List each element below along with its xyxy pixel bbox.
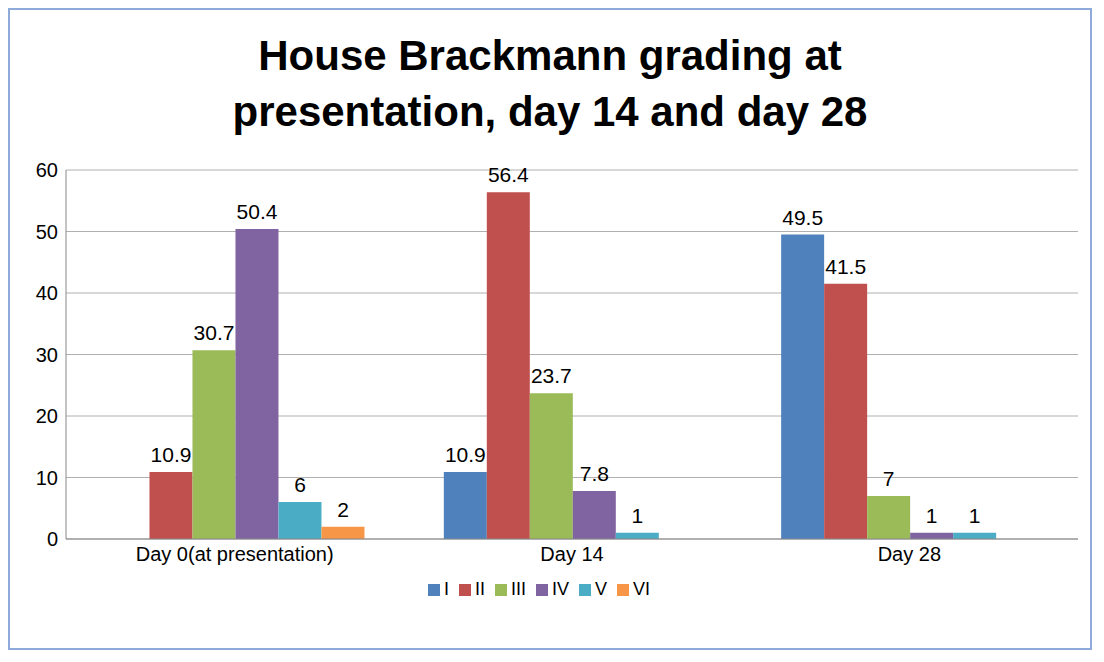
svg-text:49.5: 49.5 [782, 206, 823, 229]
svg-text:Day 14: Day 14 [540, 543, 603, 565]
svg-text:2: 2 [337, 498, 349, 521]
svg-text:Day 28: Day 28 [878, 543, 941, 565]
html-text:II: II [475, 579, 485, 599]
svg-text:7: 7 [883, 467, 895, 490]
html-text:IV: IV [552, 579, 569, 599]
svg-text:7.8: 7.8 [580, 462, 609, 485]
svg-text:1: 1 [969, 504, 981, 527]
svg-text:Day 0(at presentation): Day 0(at presentation) [136, 543, 334, 565]
svg-text:41.5: 41.5 [825, 255, 866, 278]
svg-text:10.9: 10.9 [151, 443, 192, 466]
svg-text:50.4: 50.4 [237, 200, 278, 223]
svg-text:23.7: 23.7 [531, 364, 572, 387]
html-text:V: V [595, 579, 607, 599]
html-text:VI: VI [633, 579, 650, 599]
svg-text:30.7: 30.7 [194, 321, 235, 344]
svg-text:56.4: 56.4 [488, 163, 529, 186]
html-text:I: I [444, 579, 449, 599]
svg-text:1: 1 [926, 504, 938, 527]
svg-text:0: 0 [47, 528, 58, 550]
svg-text:20: 20 [36, 405, 58, 427]
svg-text:60: 60 [36, 159, 58, 181]
svg-text:1: 1 [631, 504, 643, 527]
html-text:House Brackmann grading at pre: House Brackmann grading at presentation,… [232, 32, 868, 135]
svg-text:6: 6 [294, 473, 306, 496]
svg-text:10.9: 10.9 [445, 443, 486, 466]
svg-text:10: 10 [36, 467, 58, 489]
svg-text:50: 50 [36, 221, 58, 243]
svg-text:30: 30 [36, 344, 58, 366]
html-text:III: III [511, 579, 526, 599]
svg-text:40: 40 [36, 282, 58, 304]
